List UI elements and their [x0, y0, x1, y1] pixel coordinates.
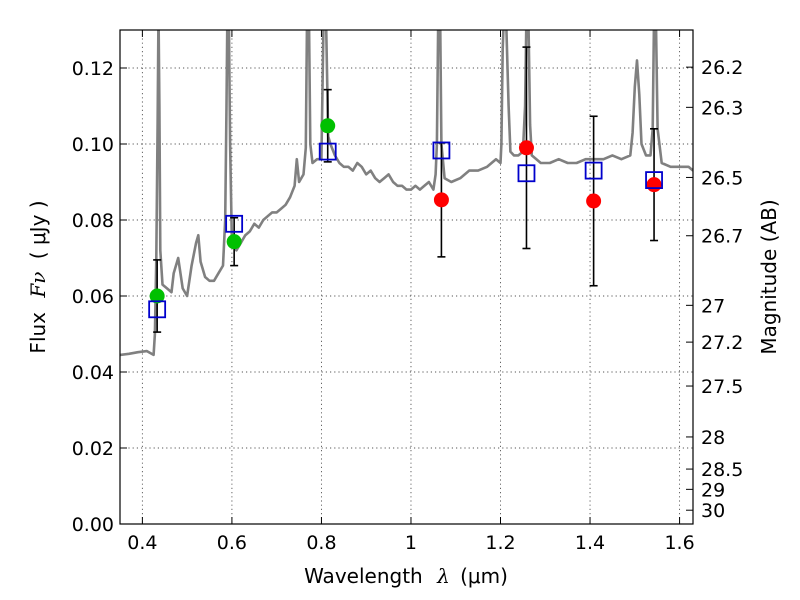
spectrum-line — [120, 30, 693, 357]
y-axis-title-main: Flux — [26, 312, 50, 354]
model-square — [318, 142, 337, 161]
right-tick-label: 28.5 — [701, 459, 743, 481]
right-tick-label: 29 — [701, 479, 725, 501]
model-square — [432, 141, 451, 160]
x-axis-title-main: Wavelength — [304, 564, 423, 588]
model-square — [225, 214, 244, 233]
green-data-point — [226, 234, 242, 250]
y-tick-label: 0.00 — [72, 514, 114, 536]
model-squares — [148, 141, 663, 319]
y-axis-title: Flux Fν ( μJy ) — [26, 200, 50, 353]
y-tick-label: 0.04 — [72, 362, 114, 384]
x-tick-label: 0.8 — [306, 532, 336, 554]
right-tick-label: 26.3 — [701, 97, 743, 119]
x-tick-label: 0.4 — [127, 532, 157, 554]
right-tick-label: 26.5 — [701, 167, 743, 189]
red-data-point — [433, 192, 449, 208]
x-tick-label: 1.6 — [664, 532, 694, 554]
green-data-point — [149, 288, 165, 304]
y-axis-title-symbol: Fν — [26, 272, 50, 299]
x-axis-title-unit: (μm) — [460, 564, 508, 588]
plot-frame — [119, 29, 694, 525]
right-tick-label: 26.7 — [701, 226, 743, 248]
spectrum-layer — [120, 30, 693, 357]
model-square — [645, 171, 663, 190]
red-data-point — [586, 193, 602, 209]
green-data-point — [320, 118, 336, 134]
right-tick-label: 27.2 — [701, 332, 743, 354]
y-tick-label: 0.12 — [72, 58, 114, 80]
right-tick-label: 28 — [701, 427, 725, 449]
x-axis-title-symbol: λ — [436, 564, 450, 588]
right-tick-label: 27.5 — [701, 376, 743, 398]
model-square — [517, 164, 536, 183]
right-tick-label: 26.2 — [701, 57, 743, 79]
y-tick-label: 0.10 — [72, 134, 114, 156]
red-data-point — [646, 177, 662, 193]
right-tick-label: 27 — [701, 295, 725, 317]
y-tick-label: 0.08 — [72, 210, 114, 232]
red-data-point — [518, 140, 534, 156]
ticks: 0.4 0.6 0.8 1 1.2 1.4 1.6 0.00 0.02 0.04 0.06 0.08 0… — [72, 30, 743, 554]
model-square — [148, 300, 167, 319]
x-tick-label: 1.2 — [485, 532, 515, 554]
y-axis-title-unit: ( μJy ) — [26, 200, 50, 259]
x-tick-label: 0.6 — [217, 532, 247, 554]
x-tick-label: 1 — [405, 532, 417, 554]
y-tick-label: 0.02 — [72, 438, 114, 460]
model-square — [584, 161, 603, 180]
right-axis-title: Magnitude (AB) — [757, 199, 781, 354]
x-axis-title: Wavelength λ (μm) — [304, 564, 508, 588]
y-tick-label: 0.06 — [72, 286, 114, 308]
x-tick-label: 1.4 — [575, 532, 605, 554]
right-tick-label: 30 — [701, 500, 725, 522]
